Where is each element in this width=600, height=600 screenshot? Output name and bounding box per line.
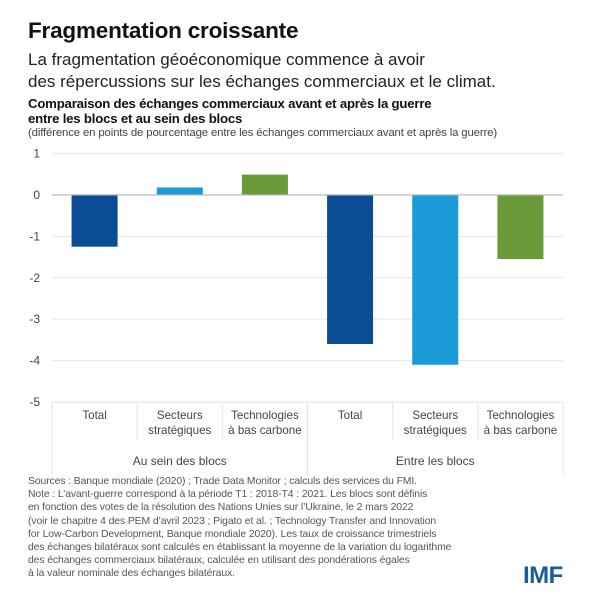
bar [412, 194, 459, 365]
y-tick-label: -4 [29, 354, 40, 368]
page-subtitle: La fragmentation géoéconomique commence … [28, 49, 588, 93]
bars [71, 174, 544, 365]
footnote-line: Sources : Banque mondiale (2020) ; Trade… [28, 476, 417, 487]
footnote-line: Note : L’avant-guerre correspond à la pé… [28, 489, 428, 501]
chart-title-line: entre les blocs et au sein des blocs [28, 111, 243, 126]
group-label: Entre les blocs [396, 454, 475, 468]
category-label: Technologies à bas carbone [484, 409, 557, 437]
chart-subtitle: (différence en points de pourcentage ent… [28, 127, 497, 139]
bar [497, 194, 544, 260]
group-label: Au sein des blocs [133, 454, 227, 468]
category-label: Secteurs stratégiques [148, 409, 211, 437]
footnote-line: des échanges bilatéraux sont calculés en… [28, 542, 452, 554]
category-label-line: stratégiques [404, 424, 467, 437]
bar [241, 174, 288, 195]
category-label-line: stratégiques [148, 424, 211, 437]
bar [71, 194, 118, 247]
y-tick-label: -3 [29, 312, 40, 326]
y-axis-ticks: 1 0 -1 -2 -3 -4 -5 [29, 147, 40, 410]
category-label: Total [338, 409, 363, 422]
subtitle-line: La fragmentation géoéconomique commence … [28, 50, 425, 69]
bar [156, 187, 203, 195]
category-label-line: Total [338, 409, 363, 422]
y-tick-label: 1 [33, 147, 40, 161]
chart-title: Comparaison des échanges commerciaux ava… [28, 96, 588, 126]
category-label: Technologies à bas carbone [228, 409, 301, 437]
category-label-line: Technologies [231, 409, 299, 422]
bar [327, 194, 374, 345]
category-label: Secteurs stratégiques [404, 409, 467, 437]
category-label-line: Total [82, 409, 107, 422]
x-axis: Total Secteurs stratégiques Technologies à b… [51, 401, 564, 475]
category-label-line: à bas carbone [484, 424, 557, 437]
category-label-line: Secteurs [412, 409, 458, 422]
footnote-line: for Low-Carbon Development, Banque mondi… [28, 528, 437, 540]
y-tick-label: -2 [29, 271, 40, 285]
y-tick-label: -1 [29, 229, 40, 243]
footnote-line: des échanges commerciaux bilatéraux, cal… [28, 555, 410, 567]
category-label-line: à bas carbone [228, 424, 301, 437]
gridlines [52, 153, 563, 403]
category-label-line: Technologies [487, 409, 555, 422]
subtitle-line: des répercussions sur les échanges comme… [28, 72, 496, 91]
footnote-line: à la valeur nominale des échanges bilaté… [28, 568, 235, 580]
imf-logo: IMF [523, 562, 563, 589]
y-tick-label: -5 [29, 395, 40, 409]
category-label: Total [82, 409, 107, 422]
page-title: Fragmentation croissante [28, 18, 299, 43]
y-tick-label: 0 [33, 188, 40, 202]
footnote-line: (voir le chapitre 4 des PEM d’avril 2023… [28, 515, 437, 527]
chart-title-line: Comparaison des échanges commerciaux ava… [28, 96, 432, 111]
footnote-line: en fonction des votes de la résolution d… [28, 502, 414, 514]
footnotes: Sources : Banque mondiale (2020) ; Trade… [28, 475, 528, 581]
category-label-line: Secteurs [157, 409, 203, 422]
